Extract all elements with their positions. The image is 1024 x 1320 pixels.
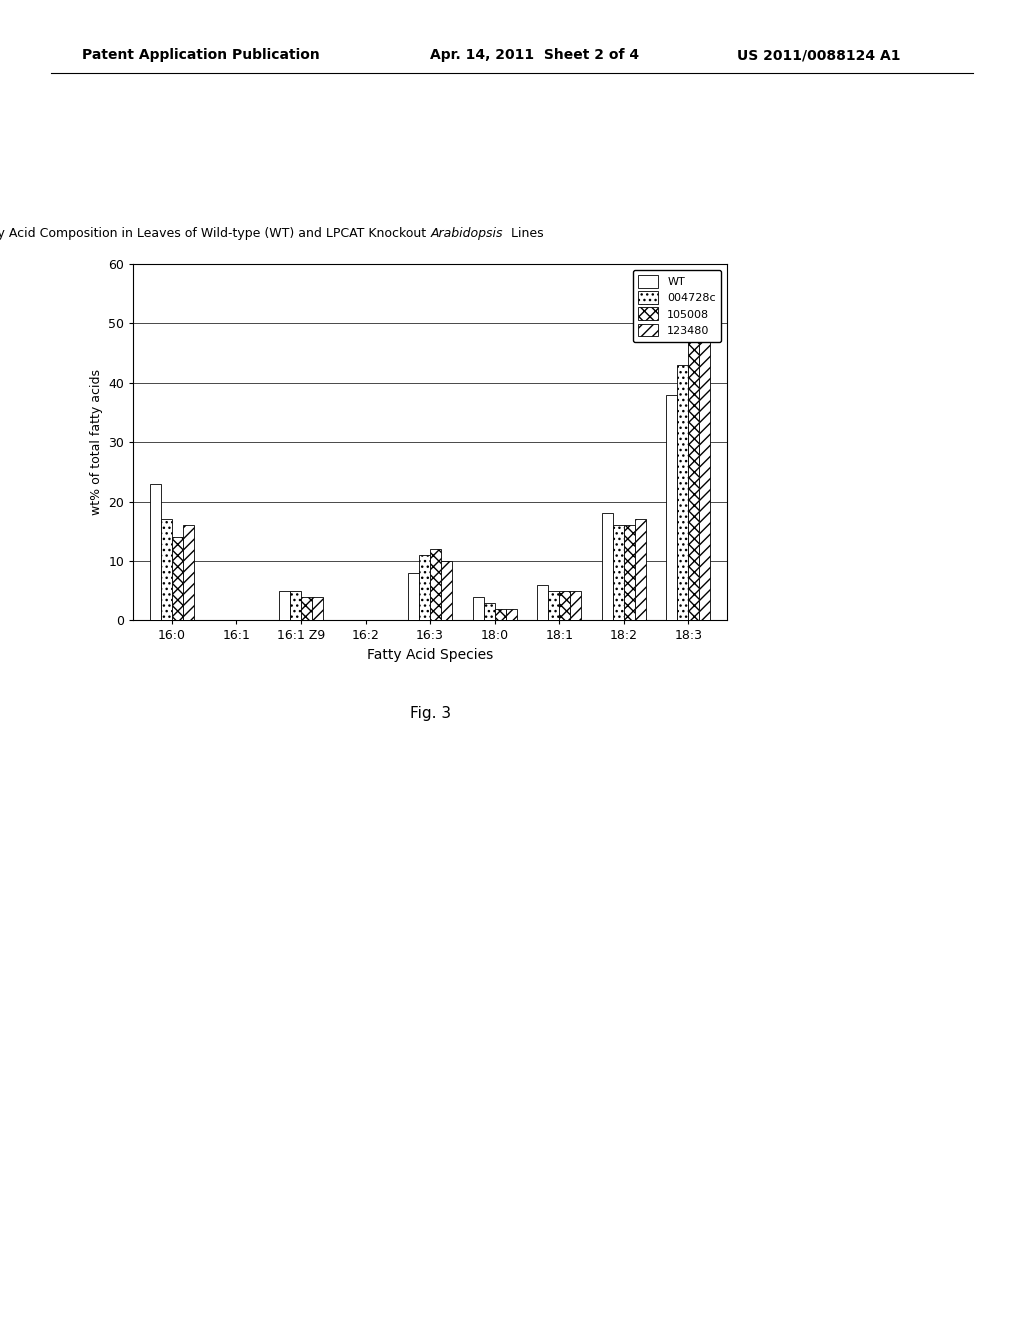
Bar	[419, 554, 430, 620]
Bar	[602, 513, 612, 620]
Legend: WT, 004728c, 105008, 123480: WT, 004728c, 105008, 123480	[633, 269, 722, 342]
Bar	[538, 585, 548, 620]
Text: Patent Application Publication: Patent Application Publication	[82, 49, 319, 62]
Bar	[483, 602, 495, 620]
Bar	[172, 537, 183, 620]
Text: Fig. 3: Fig. 3	[410, 706, 451, 721]
X-axis label: Fatty Acid Species: Fatty Acid Species	[367, 648, 494, 663]
Text: US 2011/0088124 A1: US 2011/0088124 A1	[737, 49, 901, 62]
Bar	[441, 561, 452, 620]
Bar	[150, 483, 161, 620]
Bar	[570, 590, 582, 620]
Bar	[312, 597, 323, 620]
Text: Lines: Lines	[507, 227, 544, 240]
Bar	[688, 323, 699, 620]
Bar	[612, 525, 624, 620]
Bar	[409, 573, 419, 620]
Bar	[430, 549, 441, 620]
Bar	[624, 525, 635, 620]
Bar	[301, 597, 312, 620]
Bar	[548, 590, 559, 620]
Bar	[667, 395, 677, 620]
Bar	[183, 525, 194, 620]
Bar	[290, 590, 301, 620]
Bar	[559, 590, 570, 620]
Bar	[635, 519, 646, 620]
Bar	[506, 609, 516, 620]
Bar	[495, 609, 506, 620]
Text: Arabidopsis: Arabidopsis	[431, 227, 504, 240]
Text: Fatty Acid Composition in Leaves of Wild-type (WT) and LPCAT Knockout: Fatty Acid Composition in Leaves of Wild…	[0, 227, 430, 240]
Y-axis label: wt% of total fatty acids: wt% of total fatty acids	[89, 370, 102, 515]
Bar	[677, 364, 688, 620]
Bar	[279, 590, 290, 620]
Text: Apr. 14, 2011  Sheet 2 of 4: Apr. 14, 2011 Sheet 2 of 4	[430, 49, 639, 62]
Bar	[473, 597, 483, 620]
Bar	[699, 335, 711, 620]
Bar	[161, 519, 172, 620]
